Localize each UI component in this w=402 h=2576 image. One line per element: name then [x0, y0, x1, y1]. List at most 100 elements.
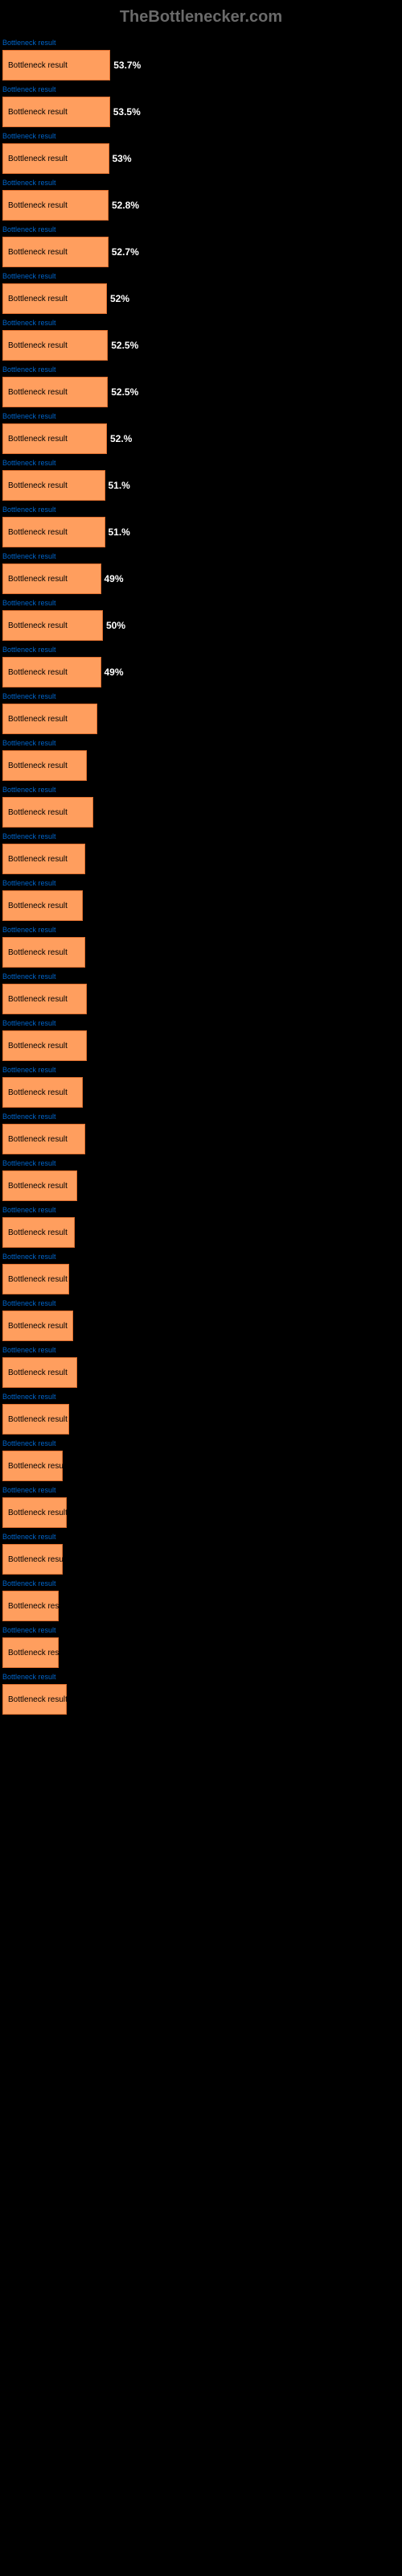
chart-row: Bottleneck resultBottleneck result: [2, 1113, 402, 1154]
row-link-title[interactable]: Bottleneck result: [2, 599, 402, 607]
bar-inner-label: Bottleneck result: [8, 1509, 68, 1517]
row-link-title[interactable]: Bottleneck result: [2, 1206, 402, 1214]
chart-row: Bottleneck resultBottleneck result: [2, 1673, 402, 1715]
row-link-title[interactable]: Bottleneck result: [2, 1113, 402, 1121]
bar-wrap: Bottleneck result53%: [2, 143, 402, 174]
bottleneck-bar-chart: Bottleneck resultBottleneck result53.7%B…: [0, 39, 402, 1715]
row-link-title[interactable]: Bottleneck result: [2, 319, 402, 327]
chart-row: Bottleneck result Bottleneck result: [2, 1626, 402, 1668]
bar: Bottleneck result: [2, 1357, 77, 1388]
row-link-title[interactable]: Bottleneck result: [2, 506, 402, 514]
row-link-title[interactable]: Bottleneck result: [2, 1019, 402, 1027]
bar-value-label: 52.8%: [109, 190, 139, 221]
bar-wrap: Bottleneck result 52%: [2, 283, 402, 314]
bar: Bottleneck result: [2, 564, 101, 594]
chart-row: Bottleneck result Bottleneck result: [2, 1206, 402, 1248]
bar-inner-label: Bottleneck result: [8, 1088, 68, 1097]
row-link-title[interactable]: Bottleneck result: [2, 832, 402, 840]
row-link-title[interactable]: Bottleneck result: [2, 179, 402, 187]
bar-inner-label: Bottleneck result: [8, 1182, 68, 1191]
bar-inner-label: Bottleneck result: [8, 388, 68, 397]
bar-wrap: Bottleneck result53.7%: [2, 50, 402, 80]
chart-row: Bottleneck resultBottleneck result: [2, 1299, 402, 1341]
bar: Bottleneck result: [2, 1170, 77, 1201]
row-link-title[interactable]: Bottleneck result: [2, 552, 402, 560]
bar-wrap: Bottleneck result: [2, 1404, 402, 1435]
row-link-title[interactable]: Bottleneck result: [2, 786, 402, 794]
bar: Bottleneck result: [2, 330, 108, 361]
row-link-title[interactable]: Bottleneck result: [2, 739, 402, 747]
bar-inner-label: Bottleneck result: [8, 108, 68, 117]
bar-inner-label: Bottleneck result: [8, 295, 68, 303]
chart-row: Bottleneck result Bottleneck result: [2, 1439, 402, 1481]
row-link-title[interactable]: Bottleneck result: [2, 646, 402, 654]
bar-wrap: Bottleneck result: [2, 1544, 402, 1575]
bar-wrap: Bottleneck result50%: [2, 610, 402, 641]
row-link-title[interactable]: Bottleneck result: [2, 692, 402, 700]
bar-value-label: 53.7%: [110, 50, 141, 80]
bar: Bottleneck result: [2, 423, 107, 454]
row-link-title[interactable]: Bottleneck result: [2, 225, 402, 233]
bar-inner-label: Bottleneck result: [8, 808, 68, 817]
row-link-title[interactable]: Bottleneck result: [2, 1533, 402, 1541]
bar-inner-label: Bottleneck result: [8, 1415, 68, 1424]
row-link-title[interactable]: Bottleneck result: [2, 412, 402, 420]
row-link-title[interactable]: Bottleneck result: [2, 365, 402, 374]
row-link-title[interactable]: Bottleneck result: [2, 1346, 402, 1354]
row-link-title[interactable]: Bottleneck result: [2, 1439, 402, 1447]
page-title: TheBottlenecker.com: [0, 0, 402, 39]
bar-wrap: Bottleneck result: [2, 1591, 402, 1621]
row-link-title[interactable]: Bottleneck result: [2, 1253, 402, 1261]
bar: Bottleneck result: [2, 1404, 69, 1435]
bar-inner-label: Bottleneck result: [8, 528, 68, 537]
bar-inner-label: Bottleneck result: [8, 1275, 68, 1284]
bar: Bottleneck result: [2, 1544, 63, 1575]
chart-row: Bottleneck result Bottleneck result: [2, 692, 402, 734]
row-link-title[interactable]: Bottleneck result: [2, 1673, 402, 1681]
bar-value-label: 50%: [103, 610, 125, 641]
row-link-title[interactable]: Bottleneck result: [2, 879, 402, 887]
bar-wrap: Bottleneck result: [2, 1217, 402, 1248]
chart-row: Bottleneck resultBottleneck result: [2, 926, 402, 968]
bar-wrap: Bottleneck result 52.8%: [2, 190, 402, 221]
row-link-title[interactable]: Bottleneck result: [2, 272, 402, 280]
bar-value-label: 52%: [107, 283, 129, 314]
row-link-title[interactable]: Bottleneck result: [2, 1159, 402, 1167]
bar-inner-label: Bottleneck result: [8, 1649, 68, 1657]
bar-wrap: Bottleneck result49%: [2, 564, 402, 594]
row-link-title[interactable]: Bottleneck result: [2, 1626, 402, 1634]
bar-inner-label: Bottleneck result: [8, 1462, 68, 1471]
chart-row: Bottleneck result Bottleneck result: [2, 1533, 402, 1575]
bar-value-label: 51.%: [105, 517, 130, 547]
chart-row: Bottleneck result Bottleneck result: [2, 739, 402, 781]
bar-inner-label: Bottleneck result: [8, 715, 68, 724]
bar-wrap: Bottleneck result 51.%: [2, 517, 402, 547]
chart-row: Bottleneck resultBottleneck result49%: [2, 646, 402, 687]
chart-row: Bottleneck result Bottleneck result 52%: [2, 272, 402, 314]
row-link-title[interactable]: Bottleneck result: [2, 1393, 402, 1401]
chart-row: Bottleneck result Bottleneck result52.7%: [2, 225, 402, 267]
row-link-title[interactable]: Bottleneck result: [2, 972, 402, 980]
bar-wrap: Bottleneck result: [2, 750, 402, 781]
row-link-title[interactable]: Bottleneck result: [2, 1486, 402, 1494]
chart-row: Bottleneck result Bottleneck result 52.8%: [2, 179, 402, 221]
bar-wrap: Bottleneck result 52.5%: [2, 377, 402, 407]
bar-inner-label: Bottleneck result: [8, 201, 68, 210]
bar-inner-label: Bottleneck result: [8, 995, 68, 1004]
bar-wrap: Bottleneck result53.5%: [2, 97, 402, 127]
row-link-title[interactable]: Bottleneck result: [2, 39, 402, 47]
row-link-title[interactable]: Bottleneck result: [2, 1299, 402, 1307]
row-link-title[interactable]: Bottleneck result: [2, 926, 402, 934]
chart-row: Bottleneck resultBottleneck result49%: [2, 552, 402, 594]
bar: Bottleneck result: [2, 97, 110, 127]
row-link-title[interactable]: Bottleneck result: [2, 132, 402, 140]
row-link-title[interactable]: Bottleneck result: [2, 1066, 402, 1074]
bar-wrap: Bottleneck result: [2, 704, 402, 734]
bar-inner-label: Bottleneck result: [8, 1368, 68, 1377]
row-link-title[interactable]: Bottleneck result: [2, 1579, 402, 1587]
bar-value-label: 49%: [101, 657, 124, 687]
bar-wrap: Bottleneck result52.7%: [2, 237, 402, 267]
bar-value-label: 52.5%: [108, 377, 138, 407]
row-link-title[interactable]: Bottleneck result: [2, 459, 402, 467]
row-link-title[interactable]: Bottleneck result: [2, 85, 402, 93]
